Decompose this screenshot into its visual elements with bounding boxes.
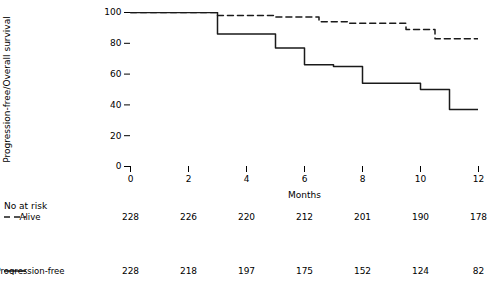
svg-text:Progression-free/Overall survi: Progression-free/Overall survival: [2, 16, 12, 162]
svg-text:201: 201: [354, 213, 371, 222]
svg-text:60: 60: [110, 69, 122, 79]
svg-text:10: 10: [415, 174, 427, 184]
svg-text:Alive: Alive: [20, 213, 41, 222]
svg-text:Progression-free: Progression-free: [0, 266, 65, 275]
svg-text:228: 228: [122, 266, 139, 275]
svg-text:40: 40: [110, 100, 122, 110]
svg-text:220: 220: [238, 213, 255, 222]
svg-text:82: 82: [473, 266, 484, 275]
svg-text:212: 212: [296, 213, 313, 222]
svg-text:4: 4: [244, 174, 250, 184]
svg-text:12: 12: [473, 174, 484, 184]
svg-text:Months: Months: [288, 190, 321, 200]
svg-text:100: 100: [104, 7, 121, 17]
svg-text:0: 0: [116, 161, 122, 171]
svg-text:197: 197: [238, 266, 255, 275]
svg-text:152: 152: [354, 266, 371, 275]
svg-text:124: 124: [412, 266, 429, 275]
svg-text:8: 8: [360, 174, 366, 184]
svg-text:226: 226: [180, 213, 197, 222]
svg-text:2: 2: [186, 174, 192, 184]
svg-text:0: 0: [128, 174, 134, 184]
svg-text:228: 228: [122, 213, 139, 222]
svg-text:218: 218: [180, 266, 197, 275]
svg-text:80: 80: [110, 38, 122, 48]
svg-text:178: 178: [470, 213, 487, 222]
svg-text:6: 6: [302, 174, 308, 184]
html-text:No at risk: No at risk: [4, 201, 48, 211]
svg-text:190: 190: [412, 213, 429, 222]
svg-text:20: 20: [110, 131, 122, 141]
svg-text:175: 175: [296, 266, 313, 275]
